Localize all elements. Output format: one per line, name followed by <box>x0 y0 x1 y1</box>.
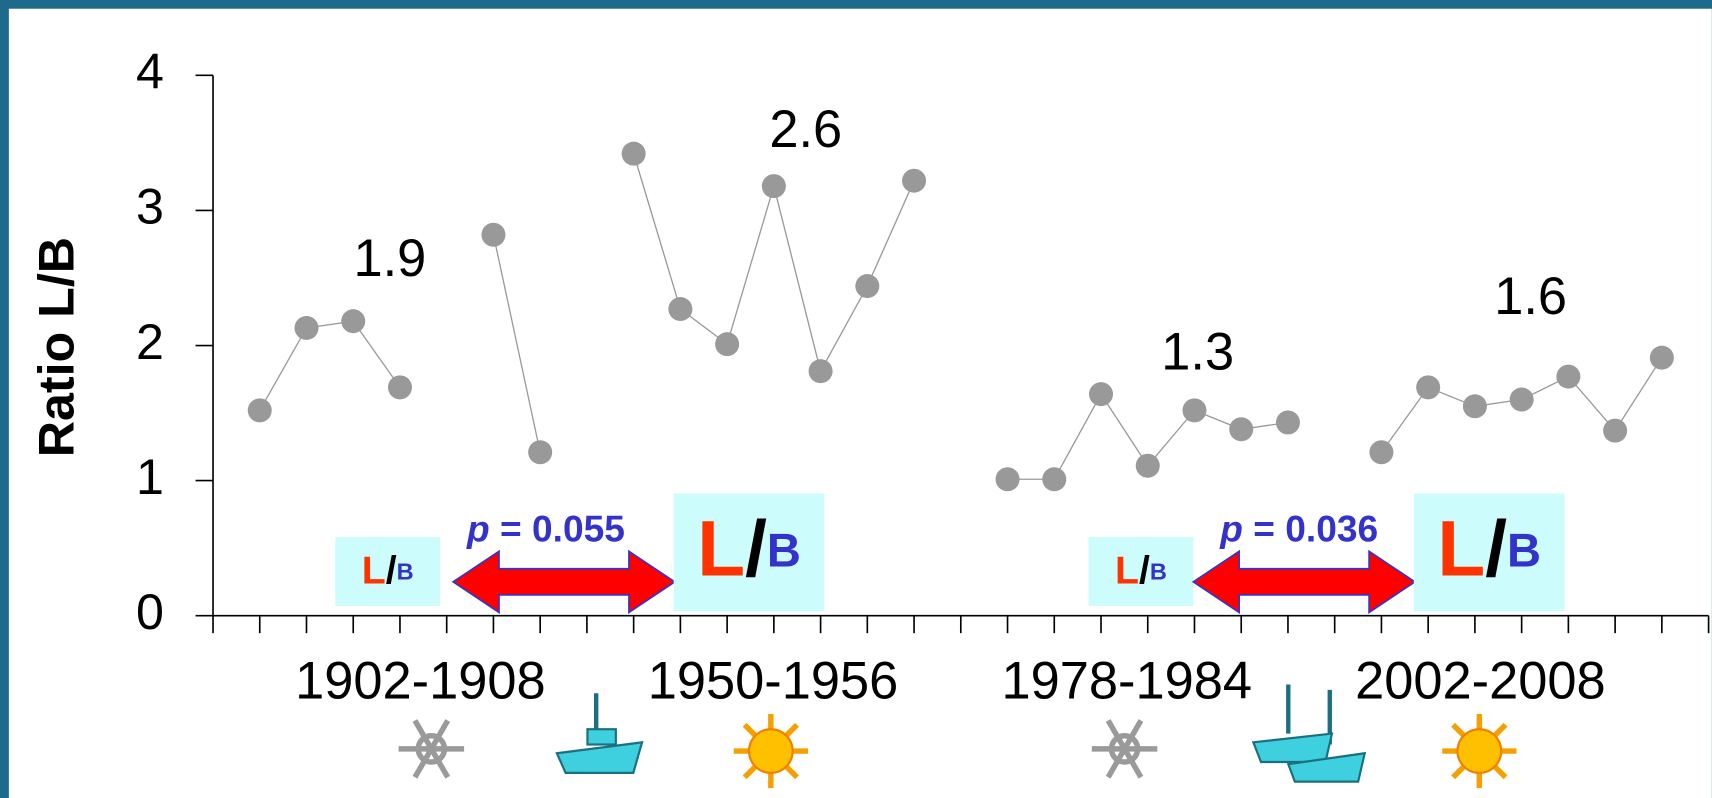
ratio-l: L <box>697 504 745 592</box>
period-label: 1950-1956 <box>648 652 898 710</box>
data-point <box>1369 440 1394 465</box>
data-point <box>902 168 927 193</box>
ratio-l: L <box>362 549 386 593</box>
slide-background <box>8 8 1712 798</box>
snowflake-icon <box>1091 719 1158 779</box>
p-symbol: p <box>1219 507 1243 549</box>
p-gap <box>490 507 500 549</box>
data-point <box>1042 467 1067 492</box>
data-point <box>1603 418 1628 443</box>
series-line <box>259 320 401 411</box>
small-ratio-box-text: L/B <box>362 549 414 593</box>
data-point <box>387 375 412 400</box>
period-label: 1902-1908 <box>295 652 545 710</box>
data-point <box>808 359 833 384</box>
group-mean-label: 1.9 <box>353 230 426 288</box>
data-point <box>1556 364 1581 389</box>
ratio-b: B <box>1507 524 1541 577</box>
ratio-slash: / <box>386 549 397 593</box>
small-ratio-box-text: L/B <box>1115 549 1167 593</box>
p-text: = 0.036 <box>1253 507 1378 549</box>
group-mean-label: 2.6 <box>769 101 842 159</box>
ratio-b: B <box>1150 559 1167 585</box>
data-point <box>995 467 1020 492</box>
y-tick-label: 1 <box>136 449 164 505</box>
y-tick-label: 3 <box>136 179 164 235</box>
data-point <box>1462 394 1487 419</box>
boat-icon <box>555 693 644 774</box>
y-axis-label: Ratio L/B <box>28 237 84 457</box>
series-line <box>492 234 541 453</box>
large-ratio-box-text: L/B <box>697 504 801 592</box>
ratio-slash: / <box>745 504 767 592</box>
data-point <box>1135 453 1160 478</box>
sun-icon <box>733 713 808 789</box>
data-point <box>1649 345 1674 370</box>
ratio-slash: / <box>1139 549 1150 593</box>
group-mean-label: 1.3 <box>1161 324 1234 382</box>
data-point <box>1416 375 1441 400</box>
y-tick-label: 2 <box>136 314 164 370</box>
data-point <box>715 332 740 357</box>
ratio-b: B <box>397 559 414 585</box>
p-value: p = 0.036 <box>1219 507 1378 549</box>
boats-icon <box>1251 684 1367 783</box>
data-point <box>247 398 272 423</box>
data-point <box>528 440 553 465</box>
y-tick-label: 4 <box>136 44 164 100</box>
small-ratio-box <box>1088 537 1194 606</box>
data-point <box>668 297 693 322</box>
group-mean-label: 1.6 <box>1494 268 1567 326</box>
p-symbol: p <box>466 507 490 549</box>
sun-icon <box>1442 713 1517 789</box>
p-gap <box>1243 507 1253 549</box>
data-point <box>1275 410 1300 435</box>
period-label: 1978-1984 <box>1001 652 1251 710</box>
large-ratio-box <box>1413 493 1565 612</box>
data-point <box>761 174 786 199</box>
large-ratio-box-text: L/B <box>1437 504 1541 592</box>
ratio-b: B <box>767 524 801 577</box>
icons <box>398 684 1517 789</box>
data-point <box>294 315 319 340</box>
ratio-slash: / <box>1485 504 1507 592</box>
data-point <box>1229 417 1254 442</box>
ratio-l: L <box>1437 504 1485 592</box>
ratio-l: L <box>1115 549 1139 593</box>
small-ratio-box <box>335 537 441 606</box>
snowflake-icon <box>398 719 465 779</box>
data-point <box>481 222 506 247</box>
data-point <box>855 274 880 299</box>
data-point <box>1089 382 1114 407</box>
y-tick-label: 0 <box>136 584 164 640</box>
large-ratio-box <box>673 493 825 612</box>
p-value: p = 0.055 <box>466 507 625 549</box>
period-label: 2002-2008 <box>1355 652 1605 710</box>
data-point <box>341 309 366 334</box>
data-point <box>1509 387 1534 412</box>
p-text: = 0.055 <box>500 507 625 549</box>
data-point <box>621 141 646 166</box>
data-point <box>1182 398 1207 423</box>
